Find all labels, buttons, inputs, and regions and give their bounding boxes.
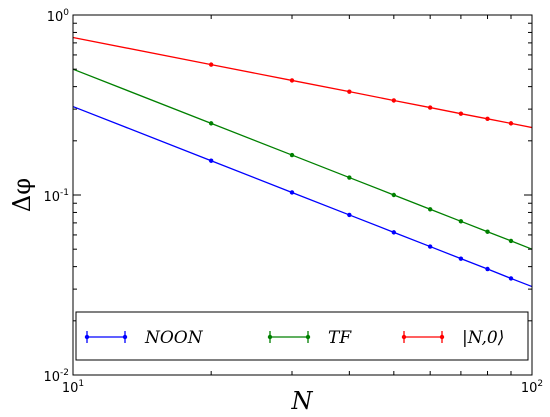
legend-box bbox=[75, 311, 529, 361]
legend-marker bbox=[305, 334, 311, 340]
data-point bbox=[458, 219, 464, 224]
y-axis-label: Δφ bbox=[8, 178, 36, 212]
legend: NOON TF |N,0⟩ bbox=[75, 311, 529, 361]
x-tick-label: 101 bbox=[62, 379, 84, 396]
data-point bbox=[289, 78, 295, 83]
data-point bbox=[391, 98, 397, 103]
legend-label: NOON bbox=[144, 328, 204, 348]
data-point bbox=[208, 121, 214, 126]
legend-label: |N,0⟩ bbox=[462, 328, 504, 348]
series-layer bbox=[72, 36, 533, 288]
data-point bbox=[347, 175, 352, 180]
series-line-2 bbox=[72, 36, 533, 129]
legend-marker bbox=[122, 334, 128, 340]
x-tick-label: 102 bbox=[521, 379, 543, 396]
data-point bbox=[508, 121, 514, 126]
data-point bbox=[208, 62, 214, 67]
data-point bbox=[427, 105, 433, 110]
legend-marker bbox=[439, 334, 445, 340]
legend-marker bbox=[267, 334, 273, 340]
data-point bbox=[458, 111, 464, 116]
data-point bbox=[427, 244, 433, 249]
data-point bbox=[289, 190, 295, 195]
legend-marker bbox=[84, 334, 90, 340]
data-point bbox=[289, 152, 295, 158]
data-point bbox=[508, 238, 514, 244]
y-tick-label: 100 bbox=[47, 8, 70, 25]
data-point bbox=[458, 256, 464, 261]
legend-label: TF bbox=[328, 328, 352, 348]
legend-marker bbox=[401, 334, 407, 340]
data-point bbox=[391, 230, 397, 235]
data-point bbox=[485, 229, 490, 234]
data-point bbox=[427, 207, 433, 212]
y-tick-label: 10-1 bbox=[43, 188, 69, 205]
x-axis-label: N bbox=[291, 387, 314, 415]
data-point bbox=[208, 158, 214, 163]
data-point bbox=[508, 276, 514, 281]
data-point bbox=[485, 116, 490, 122]
data-point bbox=[347, 89, 352, 94]
data-point bbox=[391, 192, 397, 198]
series-line-1 bbox=[72, 68, 533, 250]
series-line-0 bbox=[72, 105, 533, 288]
data-point bbox=[485, 266, 490, 272]
tick-layer: 101 102 10-2 10-1 100 bbox=[43, 8, 543, 396]
y-tick-label: 10-2 bbox=[43, 368, 69, 385]
data-point bbox=[347, 212, 352, 218]
